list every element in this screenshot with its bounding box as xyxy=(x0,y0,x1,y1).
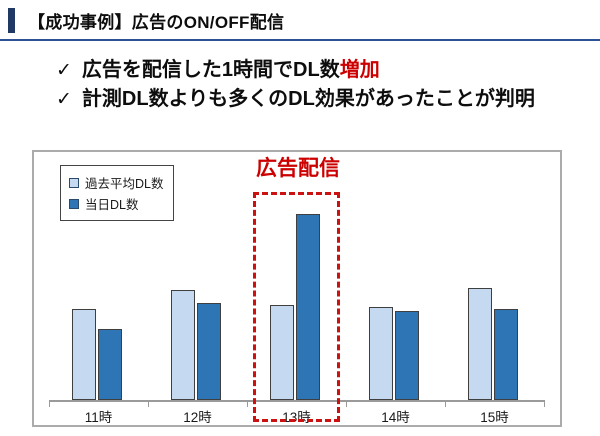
axis-tick xyxy=(445,400,446,407)
bullet-item-1: ✓ 広告を配信した1時間でDL数 増加 xyxy=(56,56,535,85)
page-title: 【成功事例】広告のON/OFF配信 xyxy=(28,13,285,32)
legend-label-today: 当日DL数 xyxy=(85,198,139,212)
bullet-text: 計測DL数よりも多くのDL効果があったことが判明 xyxy=(81,88,535,110)
bar-today-14時 xyxy=(395,311,419,400)
bar-today-15時 xyxy=(494,309,518,400)
plot-area: 11時 12時 13時 14時 15時 xyxy=(34,152,560,425)
bullet-item-2: ✓ 計測DL数よりも多くのDL効果があったことが判明 xyxy=(56,85,535,114)
axis-tick xyxy=(49,400,50,407)
annotation-label: 広告配信 xyxy=(256,157,340,180)
checkmark-icon: ✓ xyxy=(56,89,72,110)
bar-today-11時 xyxy=(98,329,122,400)
bullet-text: 広告を配信した1時間でDL数 xyxy=(81,59,340,81)
bar-past-avg-11時 xyxy=(72,309,96,400)
bullet-list: ✓ 広告を配信した1時間でDL数 増加 ✓ 計測DL数よりも多くのDL効果があった… xyxy=(56,56,535,114)
legend-item-today: 当日DL数 xyxy=(69,193,163,214)
bullet-highlight: 増加 xyxy=(339,59,380,81)
legend-label-past-avg: 過去平均DL数 xyxy=(85,177,164,191)
header-divider xyxy=(0,39,600,41)
chart-legend: 過去平均DL数 当日DL数 xyxy=(60,165,175,221)
x-axis-label-14時: 14時 xyxy=(381,410,410,425)
axis-tick xyxy=(544,400,545,407)
bar-past-avg-15時 xyxy=(468,288,492,400)
title-accent-bar xyxy=(8,8,15,33)
bar-today-13時 xyxy=(296,214,320,400)
annotation-dashed-box xyxy=(253,192,340,422)
legend-item-past-avg: 過去平均DL数 xyxy=(69,172,163,193)
axis-tick xyxy=(346,400,347,407)
bar-past-avg-12時 xyxy=(171,290,195,400)
bar-past-avg-13時 xyxy=(270,305,294,400)
axis-tick xyxy=(247,400,248,407)
x-axis-label-15時: 15時 xyxy=(480,410,509,425)
legend-swatch-today xyxy=(69,198,79,209)
x-axis-line xyxy=(49,400,545,402)
chart-frame: 過去平均DL数 当日DL数 広告配信 11時 12時 13時 14時 15時 xyxy=(32,150,562,427)
x-axis-label-12時: 12時 xyxy=(183,410,212,425)
bar-past-avg-14時 xyxy=(369,307,393,400)
checkmark-icon: ✓ xyxy=(56,60,72,81)
legend-swatch-past-avg xyxy=(69,177,79,188)
x-axis-label-11時: 11時 xyxy=(84,410,113,425)
axis-tick xyxy=(148,400,149,407)
bar-today-12時 xyxy=(197,303,221,400)
